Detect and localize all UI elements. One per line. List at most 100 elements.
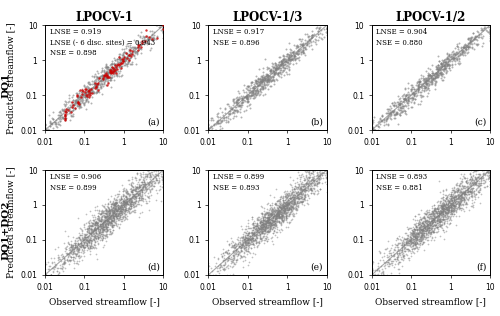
Point — [295, 196, 303, 201]
Point — [322, 16, 330, 21]
Point — [486, 171, 494, 176]
Point — [122, 215, 130, 220]
Point — [322, 172, 330, 177]
Point — [401, 231, 409, 236]
Point — [262, 210, 270, 215]
Point — [140, 185, 148, 191]
Point — [104, 223, 112, 228]
Point — [268, 209, 276, 214]
Point — [432, 210, 440, 215]
Point — [406, 240, 413, 245]
Point — [486, 164, 494, 169]
Point — [316, 169, 324, 174]
Point — [112, 222, 120, 227]
Point — [235, 103, 243, 108]
Point — [106, 69, 114, 74]
Point — [150, 168, 158, 173]
Point — [471, 175, 479, 180]
Point — [219, 267, 227, 272]
Point — [394, 262, 402, 267]
Point — [63, 111, 71, 116]
Point — [122, 191, 130, 196]
Point — [438, 205, 446, 210]
Point — [426, 231, 434, 236]
Point — [41, 272, 49, 277]
Point — [103, 231, 111, 236]
Point — [451, 193, 459, 198]
Point — [119, 198, 127, 203]
Point — [268, 203, 276, 208]
Point — [418, 234, 426, 240]
Point — [442, 59, 450, 64]
Point — [124, 53, 132, 58]
Point — [444, 201, 452, 206]
Point — [301, 189, 309, 194]
Point — [118, 64, 126, 69]
Point — [374, 124, 382, 129]
Point — [459, 50, 467, 55]
Point — [257, 79, 265, 84]
Point — [94, 71, 102, 76]
Point — [65, 242, 73, 247]
Point — [477, 161, 485, 166]
Point — [436, 223, 444, 228]
Point — [314, 177, 322, 182]
Point — [252, 93, 260, 98]
Point — [82, 90, 90, 95]
Point — [427, 74, 435, 79]
Point — [144, 180, 152, 185]
Point — [86, 81, 94, 86]
Point — [118, 208, 126, 213]
Point — [119, 193, 127, 198]
Point — [442, 60, 450, 65]
Point — [400, 242, 407, 247]
Point — [439, 205, 447, 210]
Point — [98, 83, 106, 88]
Point — [275, 205, 283, 210]
Point — [412, 223, 420, 228]
Point — [230, 111, 237, 116]
Point — [298, 184, 306, 189]
Point — [420, 219, 428, 224]
Point — [160, 20, 168, 25]
Point — [80, 243, 88, 248]
Point — [458, 191, 466, 196]
Point — [420, 223, 428, 228]
Point — [96, 74, 104, 79]
Point — [94, 236, 102, 241]
Point — [275, 219, 283, 224]
Point — [120, 59, 128, 64]
Point — [421, 227, 429, 232]
Point — [110, 208, 118, 213]
Point — [427, 229, 435, 234]
Point — [100, 212, 108, 217]
Point — [204, 272, 212, 277]
Point — [132, 39, 140, 44]
Point — [256, 82, 264, 88]
Point — [263, 217, 271, 222]
Point — [466, 189, 474, 194]
Point — [393, 248, 401, 253]
Point — [277, 71, 285, 76]
Point — [432, 225, 440, 230]
Point — [321, 167, 329, 173]
Point — [305, 171, 313, 176]
Point — [113, 67, 121, 72]
Point — [272, 211, 280, 216]
Point — [96, 76, 104, 81]
Point — [110, 210, 118, 216]
Point — [375, 268, 383, 273]
Point — [322, 171, 330, 176]
Point — [73, 247, 81, 252]
Point — [258, 87, 266, 92]
Point — [430, 77, 438, 82]
Point — [486, 27, 494, 33]
Point — [248, 230, 256, 235]
Point — [98, 226, 106, 231]
Point — [394, 260, 402, 265]
Point — [73, 238, 81, 243]
Point — [112, 65, 120, 70]
Point — [368, 259, 376, 264]
Point — [280, 200, 287, 205]
Point — [237, 94, 245, 99]
